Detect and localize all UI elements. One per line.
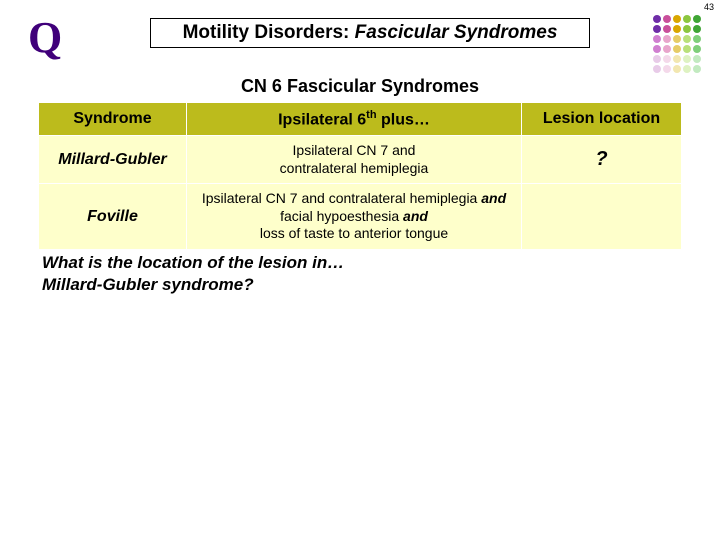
- title-prefix: Motility Disorders:: [183, 22, 355, 43]
- corner-dot-decoration: [652, 14, 702, 74]
- question-text: What is the location of the lesion in… M…: [42, 252, 344, 296]
- question-line: What is the location of the lesion in…: [42, 253, 344, 272]
- page-number: 43: [704, 2, 714, 12]
- desc-line: Ipsilateral CN 7 and: [293, 142, 416, 158]
- syndrome-name: Millard-Gubler: [39, 136, 187, 184]
- col2-post: plus…: [377, 111, 430, 128]
- table-header-row: Syndrome Ipsilateral 6th plus… Lesion lo…: [39, 103, 682, 136]
- col-syndrome: Syndrome: [39, 103, 187, 136]
- syndrome-desc: Ipsilateral CN 7 and contralateral hemip…: [187, 184, 522, 250]
- table-row: Foville Ipsilateral CN 7 and contralater…: [39, 184, 682, 250]
- slide-title: Motility Disorders: Fascicular Syndromes: [150, 18, 590, 48]
- col2-sup: th: [366, 109, 376, 121]
- syndrome-name: Foville: [39, 184, 187, 250]
- question-line: Millard-Gubler syndrome?: [42, 275, 254, 294]
- q-indicator: Q: [28, 12, 62, 63]
- syndrome-table: Syndrome Ipsilateral 6th plus… Lesion lo…: [38, 102, 682, 250]
- lesion-location: ?: [522, 136, 682, 184]
- col2-pre: Ipsilateral 6: [278, 111, 366, 128]
- table-row: Millard-Gubler Ipsilateral CN 7 and cont…: [39, 136, 682, 184]
- col-lesion-location: Lesion location: [522, 103, 682, 136]
- syndrome-desc: Ipsilateral CN 7 and contralateral hemip…: [187, 136, 522, 184]
- desc-line: contralateral hemiplegia: [280, 160, 429, 176]
- col-ipsilateral: Ipsilateral 6th plus…: [187, 103, 522, 136]
- lesion-location: [522, 184, 682, 250]
- title-suffix: Fascicular Syndromes: [355, 22, 558, 43]
- table-title: CN 6 Fascicular Syndromes: [0, 76, 720, 97]
